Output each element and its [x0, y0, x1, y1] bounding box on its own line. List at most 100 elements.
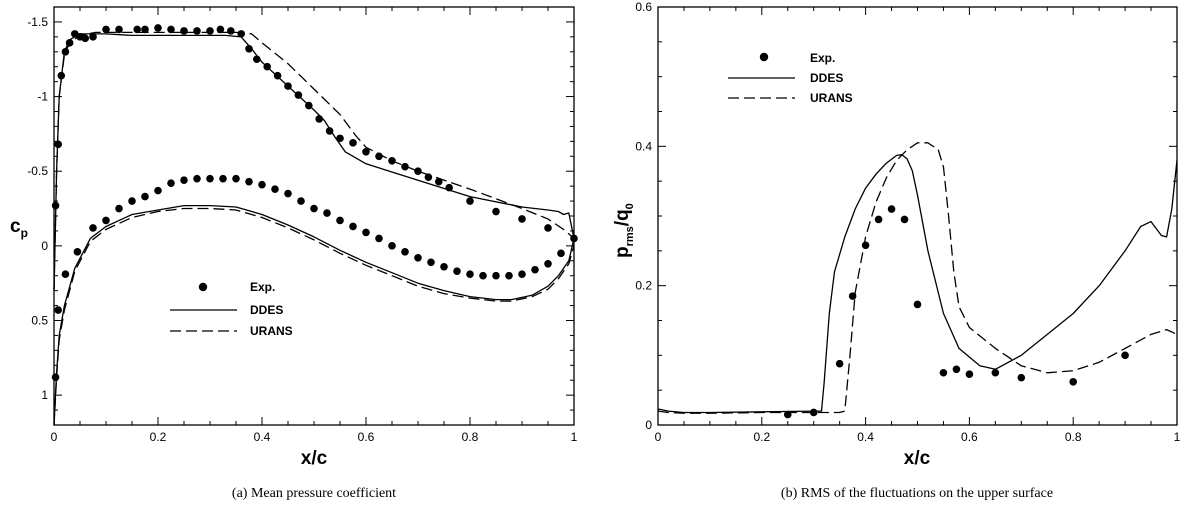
a-exp-point [102, 25, 110, 34]
a-exp-point [453, 267, 461, 276]
panel-b-y-tick-labels: 0 0.2 0.4 0.6 [635, 0, 652, 432]
panel-b-y-axis-title-rms: rms [624, 226, 636, 246]
panel-a-y-tick-labels: -1.5 -1 -0.5 0 0.5 1 [27, 15, 48, 402]
a-ddes-line [53, 33, 575, 291]
panel-b-legend: Exp. DDES URANS [728, 51, 853, 105]
a-y-tick-label: 0.5 [31, 314, 48, 328]
a-y-tick-label: 1 [41, 388, 48, 402]
a-exp-point [206, 27, 214, 35]
a-x-tick-label: 0 [51, 430, 58, 444]
b-y-tick-label: 0 [645, 418, 652, 432]
a-exp-point [141, 25, 149, 34]
panel-b-x-tick-labels: 0 0.2 0.4 0.6 0.8 1 [655, 430, 1181, 444]
a-x-tick-label: 0.4 [254, 430, 271, 444]
a-exp-point [115, 204, 123, 213]
a-exp-point [245, 177, 253, 186]
a-exp-point [51, 373, 60, 382]
a-exp-point [362, 228, 370, 237]
b-y-tick-label: 0.6 [635, 0, 652, 14]
panel-a-series [51, 24, 578, 426]
a-exp-point [323, 209, 331, 217]
a-exp-point [245, 45, 253, 53]
panel-a-x-axis-title: x/c [301, 448, 328, 469]
b-x-tick-label: 0.4 [857, 430, 874, 444]
b-x-tick-label: 1 [1174, 430, 1181, 444]
a-exp-point [336, 134, 344, 143]
panel-a-legend: Exp. DDES URANS [170, 280, 293, 338]
a-exp-point [167, 25, 175, 34]
a-exp-point [349, 139, 357, 147]
a-y-tick-label: -1 [37, 90, 48, 104]
a-exp-point [557, 249, 565, 258]
a-exp-point [336, 216, 344, 225]
a-exp-point [544, 259, 552, 268]
a-exp-point [258, 180, 266, 189]
panel-a-y-axis-title-main: c [10, 216, 21, 237]
a-exp-point [193, 174, 201, 183]
a-exp-point [133, 25, 141, 34]
a-exp-point [349, 222, 357, 231]
b-exp-point [1069, 378, 1077, 386]
b-exp-point [952, 365, 961, 374]
panel-b-legend-marker-exp [759, 52, 769, 62]
b-exp-point [900, 215, 909, 224]
a-x-tick-label: 0.8 [462, 430, 479, 444]
b-urans-line [657, 142, 1178, 414]
a-exp-point [479, 271, 487, 280]
a-exp-point [466, 197, 474, 205]
panel-a-y-axis-title-sub: p [21, 226, 28, 240]
a-exp-point [544, 224, 552, 232]
a-exp-point [237, 30, 245, 38]
b-exp-point [861, 241, 870, 250]
a-exp-point [271, 185, 279, 193]
b-x-tick-label: 0.8 [1065, 430, 1082, 444]
panel-a-legend-label-exp: Exp. [250, 280, 275, 294]
a-y-tick-label: 0 [41, 239, 48, 253]
panel-a-y-axis-title: cp [10, 216, 28, 240]
a-x-tick-label: 0.6 [358, 430, 375, 444]
a-exp-point [73, 248, 82, 256]
panel-b-y-axis-title: prms/q0 [612, 203, 636, 258]
a-exp-point [219, 174, 227, 183]
a-exp-point [154, 186, 162, 195]
a-exp-point [89, 33, 97, 41]
panel-b-series [657, 142, 1178, 419]
panel-a-legend-label-urans: URANS [250, 324, 293, 338]
b-exp-point [965, 370, 974, 378]
panel-b-legend-label-ddes: DDES [810, 71, 843, 85]
b-x-tick-label: 0.2 [753, 430, 770, 444]
a-x-tick-label: 0.2 [150, 430, 167, 444]
a-exp-point [297, 197, 305, 205]
a-ddes-line [53, 204, 575, 426]
a-urans-line [53, 31, 575, 291]
a-exp-point [141, 192, 149, 201]
a-exp-point [466, 270, 474, 279]
a-exp-point [388, 242, 396, 250]
b-exp-point [874, 215, 883, 224]
b-y-tick-label: 0.2 [635, 279, 652, 293]
a-exp-point [531, 265, 539, 274]
panel-b-rms-fluctuations: 0 0.2 0.4 0.6 0.8 1 0 0.2 0.4 0.6 x/c prms/q0 Ex… [612, 0, 1181, 501]
b-y-tick-label: 0.4 [635, 139, 652, 153]
a-exp-point [284, 189, 292, 198]
a-exp-point [414, 253, 422, 262]
a-exp-point [427, 258, 435, 267]
panel-a-plot-frame [53, 6, 575, 426]
a-exp-point [375, 234, 383, 243]
a-y-tick-label: -0.5 [27, 164, 48, 178]
a-exp-point [154, 24, 162, 32]
panel-b-legend-label-exp: Exp. [810, 51, 835, 65]
panel-a-legend-marker-exp [198, 282, 208, 292]
panel-b-y-axis-title-p: p [612, 246, 633, 258]
panel-a-x-tick-labels: 0 0.2 0.4 0.6 0.8 1 [51, 430, 578, 444]
a-exp-point [89, 224, 97, 232]
a-exp-point [505, 271, 513, 280]
b-exp-point [835, 359, 844, 368]
a-urans-line [53, 207, 575, 426]
a-exp-point [61, 270, 70, 279]
a-exp-point [310, 204, 318, 213]
panel-b-legend-label-urans: URANS [810, 91, 853, 105]
panel-b-x-axis-title: x/c [904, 448, 931, 469]
a-exp-point [54, 306, 62, 314]
